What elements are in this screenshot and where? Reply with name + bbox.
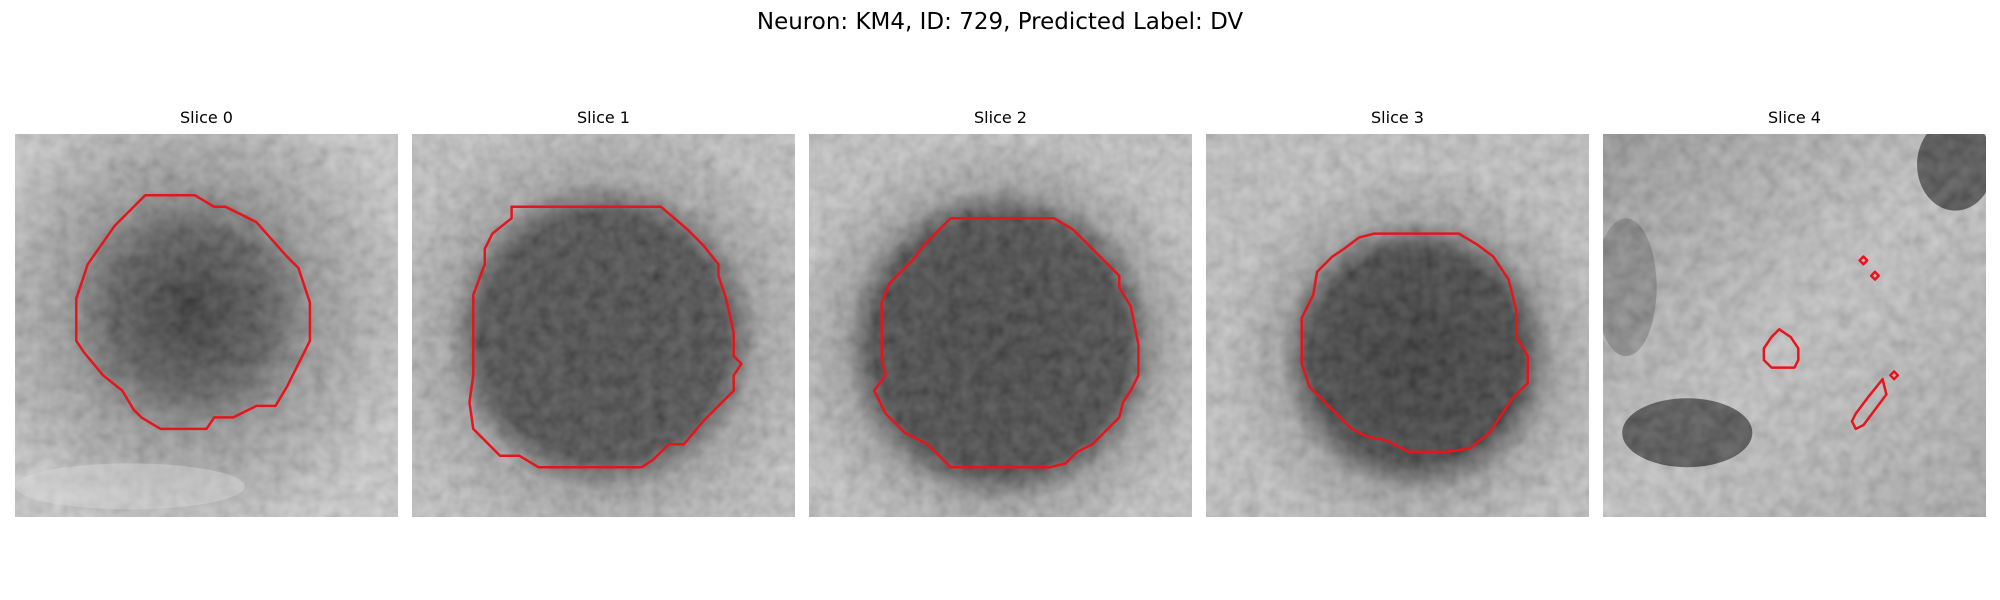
slice-3-image [1206,134,1589,517]
figure-title: Neuron: KM4, ID: 729, Predicted Label: D… [756,9,1244,35]
contour-shape [1300,232,1529,454]
contour-shape [1889,370,1900,381]
slice-2-image [809,134,1192,517]
contour-shape [1869,270,1881,281]
contour-shape [1858,255,1869,266]
slice-panel-1: Slice 1 [412,108,795,517]
slice-title: Slice 2 [974,108,1027,127]
slice-title: Slice 0 [180,108,233,127]
contour-shape [75,194,312,431]
contour-shape [468,205,743,469]
slice-title: Slice 4 [1768,108,1821,127]
contour-shape [1850,377,1888,431]
slice-panel-2: Slice 2 [809,108,1192,517]
slice-title: Slice 1 [577,108,630,127]
slice-panel-3: Slice 3 [1206,108,1589,517]
contour-shape [1762,328,1800,369]
slice-1-image [412,134,795,517]
slice-title: Slice 3 [1371,108,1424,127]
slice-panel-4: Slice 4 [1603,108,1986,517]
slice-0-image [15,134,398,517]
slice-4-image [1603,134,1986,517]
contour-shape [872,217,1140,469]
slice-panel-0: Slice 0 [15,108,398,517]
